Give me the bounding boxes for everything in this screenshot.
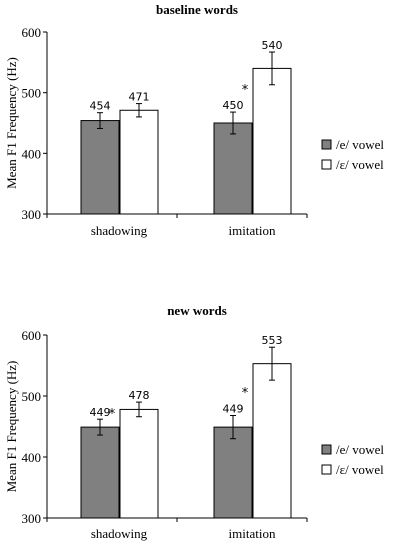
bar-imitation-1 [252,363,292,519]
legend-label-1: /ε/ vowel [336,157,384,172]
legend-label-1: /ε/ vowel [336,462,384,477]
bar-imitation-0 [213,426,253,519]
bar-imitation-1 [252,67,292,215]
chart-title: new words [167,303,227,318]
significance-marker: * [242,83,249,98]
y-tick-label: 500 [22,389,42,404]
y-tick-label: 300 [22,511,42,526]
y-tick-label: 400 [22,146,42,161]
chart-title: baseline words [156,2,238,17]
data-label: 449 [223,403,244,416]
chart-baseline-words: baseline words Mean F1 Frequency (Hz) 300 4… [4,2,384,238]
bar-shadowing-0 [80,426,120,519]
bar-imitation-0 [213,122,253,215]
y-axis-label: Mean F1 Frequency (Hz) [4,57,19,189]
legend-swatch-1 [321,464,332,475]
y-tick-label: 600 [22,328,42,343]
y-tick-label: 600 [22,25,42,40]
significance-marker: * [242,386,249,401]
data-label: 553 [262,334,283,347]
y-tick-label: 400 [22,450,42,465]
x-tick-label-imitation: imitation [229,223,276,238]
legend-swatch-1 [321,159,332,170]
data-label: 454 [90,100,111,113]
y-axis-label: Mean F1 Frequency (Hz) [4,361,19,493]
data-label: 540 [262,39,283,52]
data-label: 450 [223,99,244,112]
bar-shadowing-0 [80,120,120,215]
bar-shadowing-1 [119,408,159,519]
significance-marker: * [109,407,116,422]
bar-shadowing-1 [119,109,159,215]
legend-label-0: /e/ vowel [336,442,384,457]
y-tick-label: 500 [22,86,42,101]
data-label: 449 [90,406,111,419]
legend-swatch-0 [321,139,332,150]
chart-new-words: new words Mean F1 Frequency (Hz) 300 400 500… [4,303,384,541]
y-tick-label: 300 [22,207,42,222]
legend-swatch-0 [321,444,332,455]
x-tick-label-shadowing: shadowing [91,223,148,238]
data-label: 471 [129,91,150,104]
x-tick-label-imitation: imitation [229,526,276,541]
x-tick-label-shadowing: shadowing [91,526,148,541]
data-label: 478 [129,389,150,402]
legend-label-0: /e/ vowel [336,137,384,152]
